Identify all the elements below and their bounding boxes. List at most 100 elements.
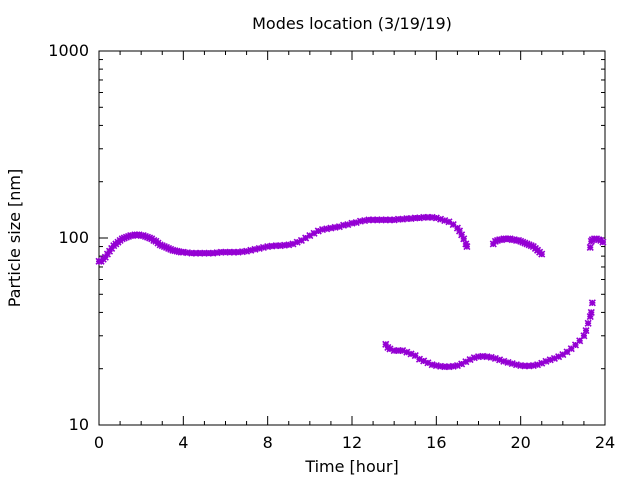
- data-point: [506, 235, 514, 243]
- data-point: [436, 215, 445, 223]
- data-point: [302, 234, 310, 242]
- data-point: [230, 248, 238, 256]
- data-point: [403, 348, 411, 356]
- x-tick-label: 0: [94, 433, 104, 452]
- data-point: [318, 225, 327, 234]
- data-point: [209, 249, 217, 257]
- data-point: [542, 357, 550, 365]
- data-point: [403, 215, 411, 223]
- data-point: [538, 359, 546, 367]
- data-point: [369, 216, 377, 224]
- data-point: [521, 362, 529, 370]
- data-point: [394, 215, 402, 223]
- data-point: [192, 249, 200, 257]
- data-point: [297, 236, 305, 245]
- data-point: [118, 235, 126, 243]
- data-point: [386, 216, 394, 224]
- data-point: [243, 247, 251, 255]
- data-point: [234, 248, 242, 256]
- data-point: [453, 361, 461, 370]
- data-point: [150, 236, 158, 245]
- data-point: [474, 353, 483, 361]
- data-point: [183, 249, 192, 257]
- data-point: [280, 241, 289, 249]
- data-point: [285, 241, 293, 249]
- data-point: [445, 363, 453, 371]
- data-point: [550, 354, 558, 362]
- data-point: [521, 239, 529, 247]
- data-point: [500, 357, 508, 365]
- data-point: [238, 248, 246, 256]
- data-point: [200, 249, 208, 257]
- data-point: [533, 361, 542, 369]
- data-point: [571, 341, 580, 349]
- data-point: [491, 237, 499, 245]
- data-point: [143, 233, 152, 241]
- data-point: [525, 362, 533, 370]
- data-point: [306, 232, 314, 240]
- data-point: [519, 238, 527, 246]
- data-point: [382, 216, 390, 224]
- data-point: [247, 246, 255, 254]
- data-point: [377, 216, 386, 224]
- data-point: [593, 235, 601, 243]
- data-point: [399, 215, 407, 223]
- y-tick-label: 1000: [48, 41, 89, 60]
- data-point: [504, 358, 512, 367]
- data-point: [555, 353, 563, 361]
- data-point: [517, 361, 525, 370]
- data-point: [331, 223, 339, 231]
- data-point: [455, 227, 464, 235]
- axis-ticks: [98, 50, 606, 426]
- data-point: [462, 358, 470, 366]
- data-point: [386, 345, 394, 353]
- data-point: [595, 236, 603, 244]
- data-point: [420, 357, 428, 365]
- data-point: [546, 356, 554, 364]
- data-point: [428, 213, 436, 221]
- x-tick-label: 16: [426, 433, 446, 452]
- data-point: [510, 236, 518, 244]
- data-point: [470, 354, 478, 362]
- data-point: [196, 249, 204, 257]
- data-point: [356, 217, 364, 225]
- data-point: [586, 313, 594, 321]
- data-point: [226, 248, 234, 256]
- data-point: [588, 299, 596, 307]
- data-point: [588, 236, 596, 244]
- data-point: [514, 236, 523, 245]
- data-point: [441, 363, 449, 371]
- data-point: [373, 216, 381, 224]
- x-tick-label: 24: [595, 433, 615, 452]
- y-tick-labels: 10 100 1000: [48, 41, 89, 434]
- data-point: [415, 214, 424, 222]
- data-point: [436, 362, 445, 370]
- data-point: [251, 245, 259, 253]
- data-point: [323, 225, 331, 233]
- data-point: [344, 220, 352, 229]
- data-point: [264, 242, 272, 251]
- data-point: [268, 242, 276, 250]
- data-point: [525, 241, 533, 249]
- data-point: [327, 224, 335, 232]
- data-point: [411, 352, 419, 360]
- data-point: [466, 355, 474, 364]
- data-point: [407, 215, 415, 223]
- data-point: [458, 360, 466, 368]
- data-point: [428, 361, 436, 369]
- data-point: [559, 351, 567, 359]
- data-point: [162, 243, 171, 252]
- data-point: [289, 240, 297, 248]
- y-axis-label: Particle size [nm]: [5, 169, 24, 308]
- data-point: [221, 248, 230, 256]
- x-tick-label: 8: [263, 433, 273, 452]
- data-point: [293, 238, 301, 246]
- data-point: [335, 223, 343, 231]
- data-point: [582, 326, 590, 335]
- data-point: [314, 227, 322, 235]
- data-point: [483, 353, 491, 361]
- x-tick-label: 12: [342, 433, 362, 452]
- data-point: [587, 308, 595, 316]
- data-point: [122, 233, 130, 241]
